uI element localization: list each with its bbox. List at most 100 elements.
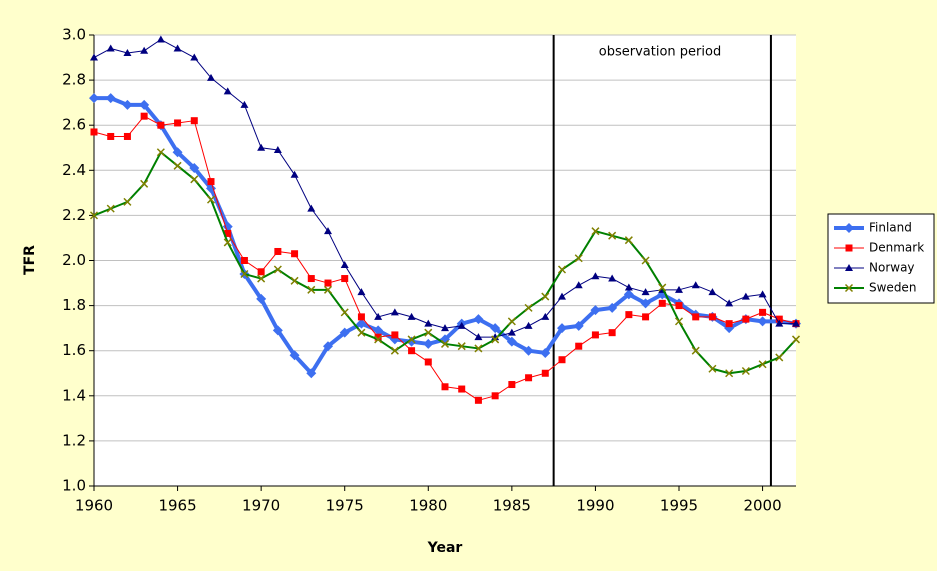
data-point xyxy=(307,275,315,283)
data-point xyxy=(89,211,99,220)
data-point xyxy=(156,35,165,43)
data-point xyxy=(441,383,449,391)
data-point xyxy=(357,328,366,337)
data-point xyxy=(291,250,299,258)
y-tick-label: 1.8 xyxy=(62,296,86,314)
data-point xyxy=(341,275,349,283)
data-point xyxy=(708,288,717,296)
data-point xyxy=(557,323,567,334)
data-point xyxy=(224,229,232,237)
data-point xyxy=(557,265,567,274)
data-point xyxy=(474,396,482,404)
data-point xyxy=(207,73,215,81)
data-point xyxy=(307,204,316,212)
x-tick-label: 1975 xyxy=(326,497,364,515)
data-point xyxy=(190,117,198,125)
legend-marker xyxy=(845,264,853,271)
data-point xyxy=(674,317,684,326)
y-tick-label: 2.2 xyxy=(62,206,86,224)
data-point xyxy=(507,328,516,336)
data-point xyxy=(390,308,399,316)
data-point xyxy=(757,316,768,327)
data-point xyxy=(156,148,165,157)
x-tick-label: 1970 xyxy=(242,497,280,515)
data-point xyxy=(407,335,416,344)
data-point xyxy=(240,257,248,264)
data-point xyxy=(574,281,583,289)
data-point xyxy=(273,146,282,154)
legend-marker xyxy=(844,223,854,233)
data-point xyxy=(541,292,550,301)
data-point xyxy=(758,290,767,298)
data-point xyxy=(273,265,282,274)
data-point xyxy=(172,147,183,158)
data-point xyxy=(290,276,299,285)
data-point xyxy=(441,324,449,332)
data-point xyxy=(457,321,466,329)
data-point xyxy=(190,175,199,184)
data-point xyxy=(675,302,683,310)
x-tick-label: 1990 xyxy=(576,497,614,515)
y-axis-title: TFR xyxy=(22,245,38,275)
data-point xyxy=(558,356,566,364)
data-point xyxy=(508,381,516,389)
data-point xyxy=(574,254,583,263)
data-point xyxy=(474,333,483,341)
data-point xyxy=(524,303,533,312)
data-point xyxy=(691,346,700,355)
data-point xyxy=(424,319,433,327)
data-point xyxy=(356,318,367,329)
data-point xyxy=(525,374,533,382)
data-point xyxy=(122,99,133,110)
x-axis-title: Year xyxy=(427,540,463,556)
data-point xyxy=(339,327,350,338)
data-point xyxy=(741,366,750,376)
data-point xyxy=(641,256,650,265)
legend-label: Norway xyxy=(869,261,915,275)
data-point xyxy=(123,49,132,57)
data-point xyxy=(507,317,516,326)
data-point xyxy=(423,338,434,349)
data-point xyxy=(541,312,550,320)
data-point xyxy=(625,311,633,319)
data-point xyxy=(123,197,132,206)
data-point xyxy=(357,288,366,296)
data-point xyxy=(272,325,283,336)
x-tick-label: 1965 xyxy=(158,497,196,515)
data-point xyxy=(759,308,767,316)
data-point xyxy=(641,288,650,296)
y-tick-label: 1.0 xyxy=(62,477,86,495)
data-point xyxy=(590,305,601,316)
data-point xyxy=(490,323,501,334)
y-tick-label: 1.2 xyxy=(62,431,86,449)
data-point xyxy=(408,347,416,355)
data-point xyxy=(173,161,182,170)
data-point xyxy=(725,299,734,307)
data-point xyxy=(791,335,801,344)
legend-label: Sweden xyxy=(869,281,916,295)
data-point xyxy=(474,344,483,353)
data-point xyxy=(357,313,365,321)
data-point xyxy=(274,247,282,255)
data-point xyxy=(675,285,683,293)
data-point xyxy=(257,268,265,276)
data-point xyxy=(107,132,115,140)
data-point xyxy=(407,312,416,320)
data-point xyxy=(424,328,433,337)
data-point xyxy=(139,99,150,110)
data-point xyxy=(692,313,700,321)
data-point xyxy=(140,179,149,188)
legend-marker xyxy=(844,283,854,293)
x-tick-label: 1980 xyxy=(409,497,447,515)
data-point xyxy=(240,269,249,279)
data-point xyxy=(257,274,266,283)
data-point xyxy=(105,93,116,104)
data-point xyxy=(575,342,583,350)
data-point xyxy=(624,283,633,291)
data-point xyxy=(189,163,200,174)
data-point xyxy=(708,364,717,373)
data-point xyxy=(457,342,466,351)
data-point xyxy=(608,329,616,337)
data-point xyxy=(323,285,333,294)
